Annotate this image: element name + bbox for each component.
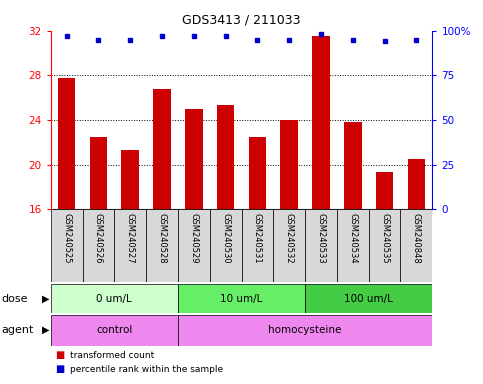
Bar bbox=[90, 137, 107, 209]
Bar bbox=[153, 89, 171, 209]
Bar bbox=[281, 120, 298, 209]
Bar bbox=[178, 315, 432, 346]
Bar bbox=[146, 209, 178, 282]
Text: GSM240535: GSM240535 bbox=[380, 213, 389, 263]
Text: 10 um/L: 10 um/L bbox=[220, 293, 263, 304]
Bar bbox=[344, 122, 362, 209]
Bar bbox=[305, 284, 432, 313]
Text: 100 um/L: 100 um/L bbox=[344, 293, 393, 304]
Text: GDS3413 / 211033: GDS3413 / 211033 bbox=[182, 14, 301, 27]
Text: GSM240534: GSM240534 bbox=[348, 213, 357, 263]
Bar bbox=[369, 209, 400, 282]
Text: ▶: ▶ bbox=[42, 325, 49, 335]
Bar bbox=[400, 209, 432, 282]
Bar bbox=[312, 36, 330, 209]
Text: GSM240529: GSM240529 bbox=[189, 213, 199, 263]
Text: ▶: ▶ bbox=[42, 293, 49, 304]
Bar bbox=[121, 150, 139, 209]
Text: homocysteine: homocysteine bbox=[269, 325, 342, 335]
Bar bbox=[217, 106, 234, 209]
Bar bbox=[178, 209, 210, 282]
Bar bbox=[249, 137, 266, 209]
Text: GSM240528: GSM240528 bbox=[157, 213, 167, 263]
Bar bbox=[337, 209, 369, 282]
Bar bbox=[83, 209, 114, 282]
Text: GSM240532: GSM240532 bbox=[284, 213, 294, 263]
Bar bbox=[51, 284, 178, 313]
Text: 0 um/L: 0 um/L bbox=[97, 293, 132, 304]
Bar bbox=[273, 209, 305, 282]
Bar bbox=[210, 209, 242, 282]
Text: transformed count: transformed count bbox=[70, 351, 154, 360]
Bar bbox=[305, 209, 337, 282]
Text: GSM240526: GSM240526 bbox=[94, 213, 103, 263]
Bar bbox=[242, 209, 273, 282]
Text: GSM240848: GSM240848 bbox=[412, 213, 421, 264]
Bar bbox=[185, 109, 202, 209]
Text: ■: ■ bbox=[56, 350, 65, 360]
Text: percentile rank within the sample: percentile rank within the sample bbox=[70, 365, 223, 374]
Text: dose: dose bbox=[1, 293, 28, 304]
Text: agent: agent bbox=[1, 325, 33, 335]
Text: GSM240525: GSM240525 bbox=[62, 213, 71, 263]
Bar bbox=[114, 209, 146, 282]
Bar bbox=[376, 172, 393, 209]
Bar bbox=[178, 284, 305, 313]
Text: GSM240527: GSM240527 bbox=[126, 213, 135, 263]
Bar bbox=[408, 159, 425, 209]
Text: control: control bbox=[96, 325, 132, 335]
Bar bbox=[51, 209, 83, 282]
Text: GSM240531: GSM240531 bbox=[253, 213, 262, 263]
Text: ■: ■ bbox=[56, 364, 65, 374]
Bar bbox=[58, 78, 75, 209]
Text: GSM240533: GSM240533 bbox=[316, 213, 326, 264]
Bar bbox=[51, 315, 178, 346]
Text: GSM240530: GSM240530 bbox=[221, 213, 230, 263]
